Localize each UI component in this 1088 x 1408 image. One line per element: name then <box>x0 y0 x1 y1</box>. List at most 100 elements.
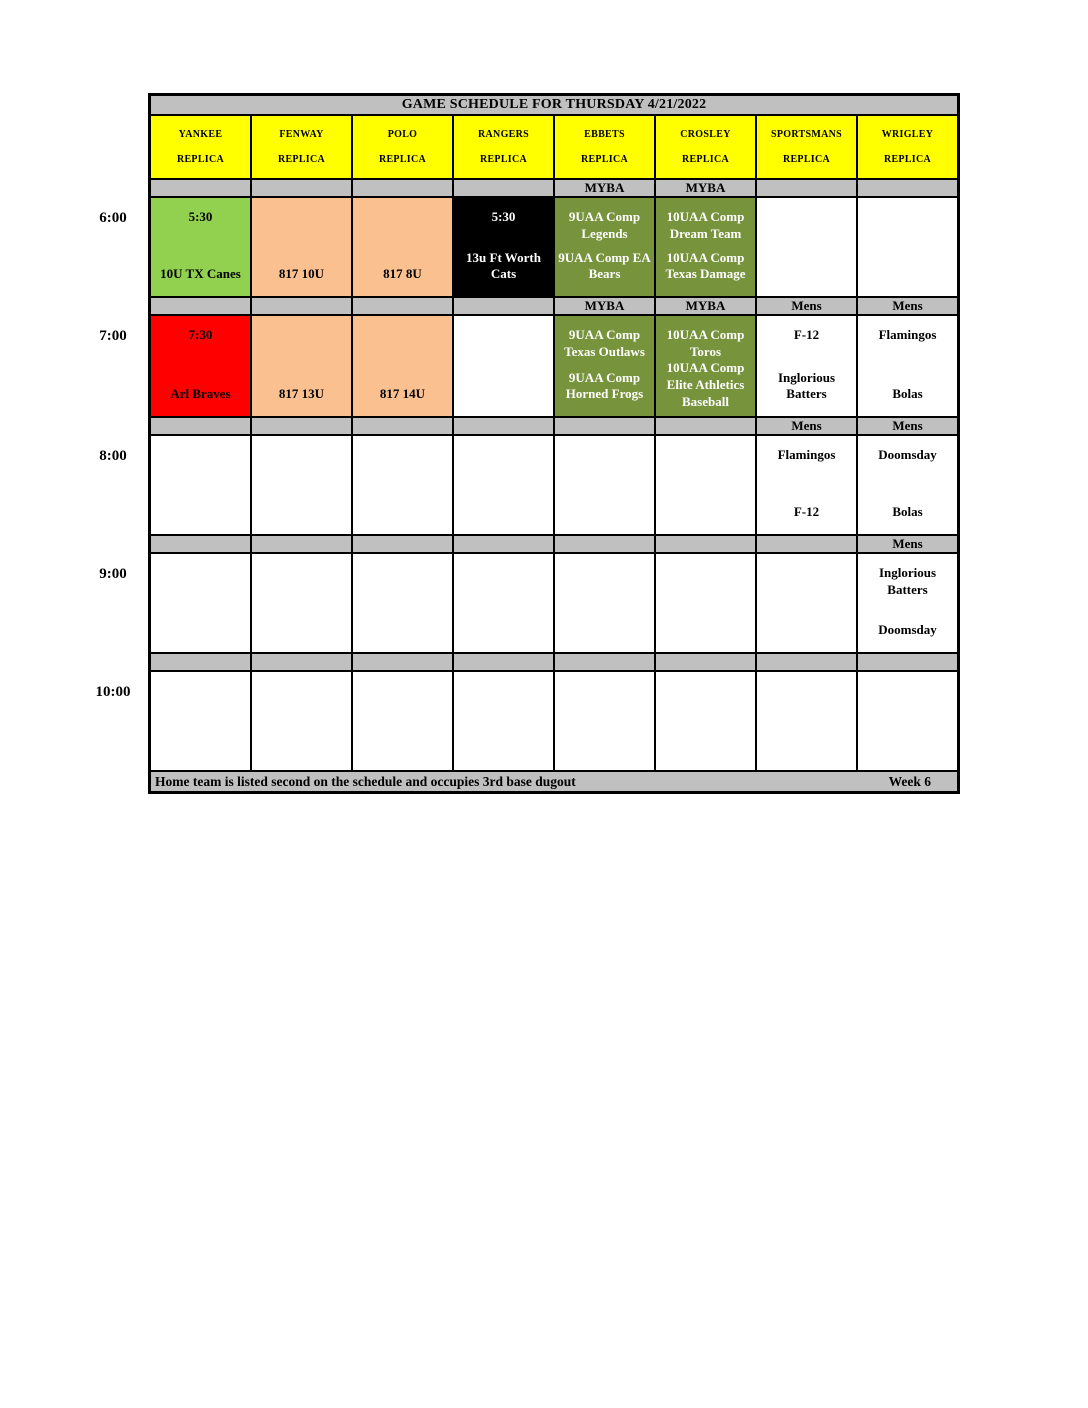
field-header-rangers: RANGERS REPLICA <box>454 116 553 178</box>
game-time-or-away-team: Doomsday <box>878 447 937 462</box>
footer-week: Week 6 <box>888 773 931 789</box>
game-cell: 10UAA Comp Toros 10UAA Comp Elite Athleti… <box>656 316 755 416</box>
game-cell: Inglorious Batters Doomsday <box>858 554 957 652</box>
schedule-footer: Home team is listed second on the schedu… <box>151 772 957 791</box>
separator-cell <box>252 180 351 196</box>
home-team: Bolas <box>892 504 923 520</box>
time-label-700: 7:00 <box>99 328 127 344</box>
time-label-600: 6:00 <box>99 210 127 226</box>
empty-cell <box>757 198 856 296</box>
game-cell: 817 14U <box>353 316 452 416</box>
separator-cell <box>353 536 452 552</box>
empty-cell <box>656 554 755 652</box>
home-team: 13u Ft Worth Cats <box>466 249 541 282</box>
game-time-or-away-team: Flamingos <box>777 447 836 462</box>
field-subtitle: REPLICA <box>681 154 730 165</box>
separator-cell <box>252 654 351 670</box>
empty-cell <box>151 672 250 770</box>
field-name: SPORTSMANS <box>771 129 842 140</box>
home-team: 10UAA Comp Texas Damage <box>665 249 746 282</box>
field-name: CROSLEY <box>680 129 731 140</box>
separator-cell <box>555 654 654 670</box>
field-subtitle: REPLICA <box>277 154 326 165</box>
league-label: Mens <box>757 298 856 314</box>
league-label: MYBA <box>555 180 654 196</box>
field-subtitle: REPLICA <box>378 154 427 165</box>
league-label: Mens <box>858 298 957 314</box>
separator-cell <box>555 536 654 552</box>
league-label: Mens <box>858 418 957 434</box>
empty-cell <box>757 554 856 652</box>
home-team: 817 14U <box>379 386 426 402</box>
empty-cell <box>555 436 654 534</box>
league-label: Mens <box>858 536 957 552</box>
home-team: 10U TX Canes <box>160 266 241 282</box>
separator-cell <box>454 180 553 196</box>
game-cell: 10UAA Comp Dream Team 10UAA Comp Texas Da… <box>656 198 755 296</box>
empty-cell <box>454 554 553 652</box>
field-subtitle: REPLICA <box>176 154 225 165</box>
game-time-or-away-team: 5:30 <box>188 209 213 224</box>
game-cell: 7:30 Arl Braves <box>151 316 250 416</box>
home-team: 9UAA Comp Horned Frogs <box>565 369 644 402</box>
game-cell: 5:30 13u Ft Worth Cats <box>454 198 553 296</box>
schedule-table: GAME SCHEDULE FOR THURSDAY 4/21/2022 YAN… <box>148 93 960 794</box>
empty-cell <box>454 436 553 534</box>
separator-cell <box>151 536 250 552</box>
game-cell: 9UAA Comp Legends 9UAA Comp EA Bears <box>555 198 654 296</box>
separator-cell <box>454 418 553 434</box>
home-team: 817 8U <box>383 266 422 282</box>
empty-cell <box>353 436 452 534</box>
separator-cell <box>151 418 250 434</box>
league-label: Mens <box>757 418 856 434</box>
empty-cell <box>757 672 856 770</box>
field-name: YANKEE <box>178 129 223 140</box>
game-time-or-away-team: F-12 <box>793 327 820 342</box>
field-subtitle: REPLICA <box>479 154 528 165</box>
field-name: FENWAY <box>279 129 324 140</box>
game-time-or-away-team: Inglorious Batters <box>878 565 937 597</box>
empty-cell <box>252 554 351 652</box>
game-cell: F-12 Inglorious Batters <box>757 316 856 416</box>
empty-cell <box>656 436 755 534</box>
separator-cell <box>353 418 452 434</box>
empty-cell <box>555 554 654 652</box>
game-cell: 817 13U <box>252 316 351 416</box>
field-header-yankee: YANKEE REPLICA <box>151 116 250 178</box>
game-cell: 9UAA Comp Texas Outlaws 9UAA Comp Horned … <box>555 316 654 416</box>
home-team: F-12 <box>793 504 820 520</box>
game-time-or-away-team: 5:30 <box>491 209 516 224</box>
game-cell: 817 8U <box>353 198 452 296</box>
separator-cell <box>757 654 856 670</box>
separator-cell <box>757 536 856 552</box>
game-cell: 5:30 10U TX Canes <box>151 198 250 296</box>
empty-cell <box>454 316 553 416</box>
field-subtitle: REPLICA <box>782 154 831 165</box>
separator-cell <box>656 654 755 670</box>
field-header-ebbets: EBBETS REPLICA <box>555 116 654 178</box>
separator-cell <box>555 418 654 434</box>
empty-cell <box>252 436 351 534</box>
time-label-800: 8:00 <box>99 448 127 464</box>
home-team: 9UAA Comp EA Bears <box>558 249 651 282</box>
home-team: 817 10U <box>278 266 325 282</box>
separator-cell <box>353 654 452 670</box>
game-time-or-away-team: Flamingos <box>878 327 937 342</box>
empty-cell <box>151 436 250 534</box>
separator-cell <box>858 180 957 196</box>
field-name: EBBETS <box>584 129 625 140</box>
home-team: 817 13U <box>278 386 325 402</box>
separator-cell <box>151 298 250 314</box>
separator-cell <box>454 536 553 552</box>
league-label: MYBA <box>656 180 755 196</box>
separator-cell <box>353 298 452 314</box>
field-subtitle: REPLICA <box>580 154 629 165</box>
game-cell: Flamingos Bolas <box>858 316 957 416</box>
empty-cell <box>555 672 654 770</box>
game-cell: Flamingos F-12 <box>757 436 856 534</box>
field-header-sportsmans: SPORTSMANS REPLICA <box>757 116 856 178</box>
empty-cell <box>353 672 452 770</box>
game-cell: 817 10U <box>252 198 351 296</box>
empty-cell <box>454 672 553 770</box>
empty-cell <box>858 672 957 770</box>
